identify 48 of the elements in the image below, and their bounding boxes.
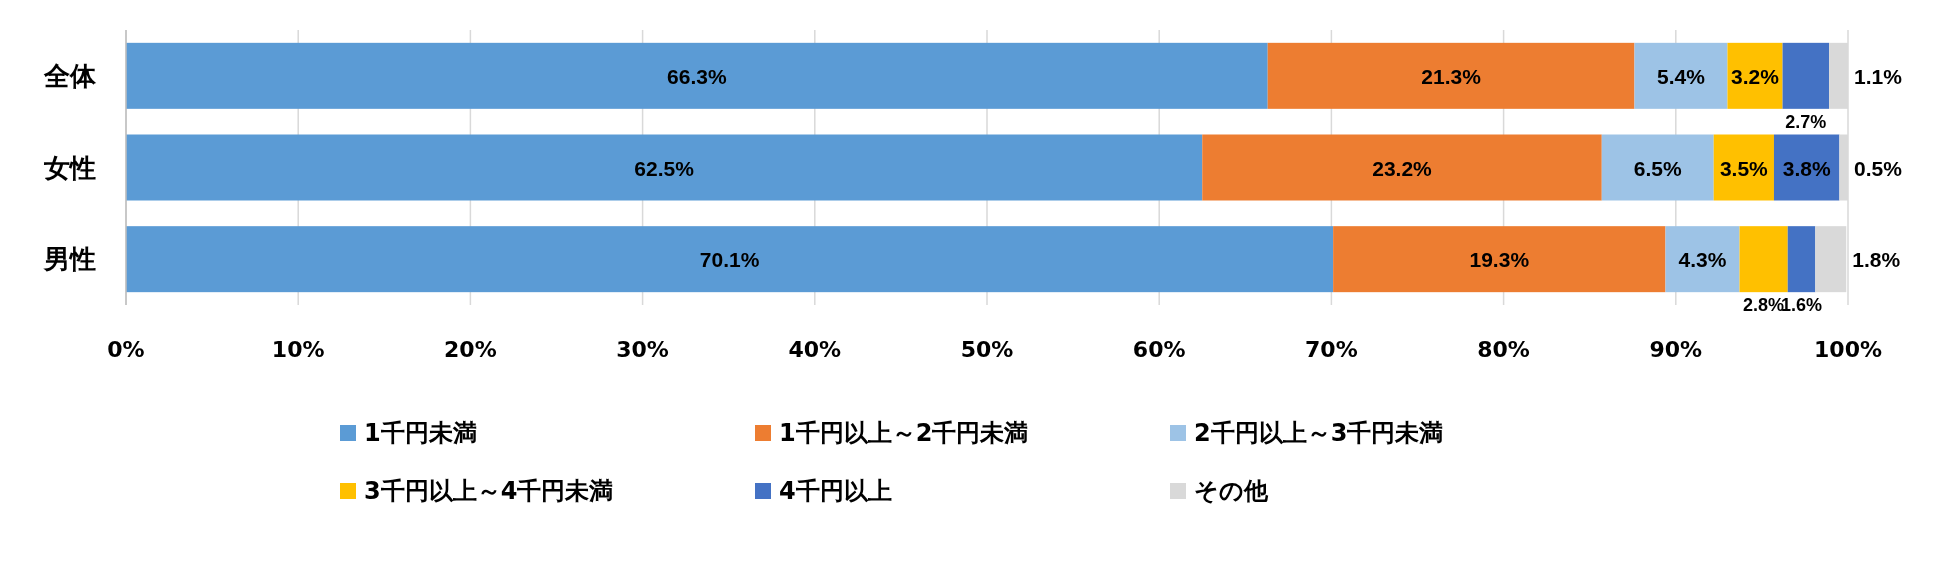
data-label: 19.3% bbox=[1469, 248, 1530, 272]
bar bbox=[126, 226, 1334, 293]
data-label: 0.5% bbox=[1854, 156, 1903, 180]
bar bbox=[1634, 42, 1728, 109]
bar bbox=[1739, 226, 1788, 293]
data-label: 4.3% bbox=[1678, 248, 1727, 272]
data-label: 6.5% bbox=[1633, 156, 1682, 180]
x-tick-label: 40% bbox=[788, 337, 842, 362]
y-tick-label: 全体 bbox=[43, 60, 97, 91]
bar bbox=[1202, 134, 1602, 201]
y-tick-label: 男性 bbox=[43, 244, 96, 275]
legend-label: 1千円未満 bbox=[364, 419, 477, 447]
x-tick-label: 100% bbox=[1814, 337, 1882, 362]
bar bbox=[1601, 134, 1714, 201]
data-label: 3.8% bbox=[1782, 156, 1831, 180]
x-tick-label: 20% bbox=[444, 337, 497, 362]
data-label: 3.5% bbox=[1719, 156, 1769, 180]
data-label: 3.2% bbox=[1731, 64, 1780, 88]
data-label: 62.5% bbox=[634, 156, 695, 180]
bar bbox=[1727, 42, 1783, 109]
x-tick-label: 0% bbox=[107, 337, 145, 362]
data-label: 23.2% bbox=[1372, 156, 1433, 180]
bar bbox=[1773, 134, 1840, 201]
x-tick-label: 30% bbox=[616, 337, 669, 362]
bar bbox=[1782, 42, 1830, 109]
x-tick-label: 90% bbox=[1649, 337, 1703, 362]
bar bbox=[1665, 226, 1740, 293]
y-tick-label: 女性 bbox=[43, 152, 96, 183]
legend-label: その他 bbox=[1194, 477, 1269, 505]
bar bbox=[1787, 226, 1816, 293]
data-label: 66.3% bbox=[667, 64, 727, 88]
x-tick-label: 60% bbox=[1132, 337, 1186, 362]
data-label: 21.3% bbox=[1421, 64, 1482, 88]
x-tick-label: 50% bbox=[960, 337, 1014, 362]
data-label: 1.8% bbox=[1852, 248, 1901, 272]
bar bbox=[1267, 42, 1635, 109]
bar bbox=[1333, 226, 1666, 293]
data-label: 5.4% bbox=[1657, 64, 1706, 88]
data-label: 2.7% bbox=[1785, 111, 1827, 132]
x-tick-label: 80% bbox=[1477, 337, 1530, 362]
legend-label: 4千円以上 bbox=[779, 477, 892, 505]
x-tick-label: 10% bbox=[271, 337, 325, 362]
data-label: 1.1% bbox=[1854, 64, 1903, 88]
data-label: 70.1% bbox=[699, 248, 760, 272]
x-tick-label: 70% bbox=[1305, 337, 1358, 362]
data-label: 2.8% bbox=[1743, 295, 1785, 316]
bar bbox=[126, 42, 1268, 109]
bar bbox=[126, 134, 1203, 201]
